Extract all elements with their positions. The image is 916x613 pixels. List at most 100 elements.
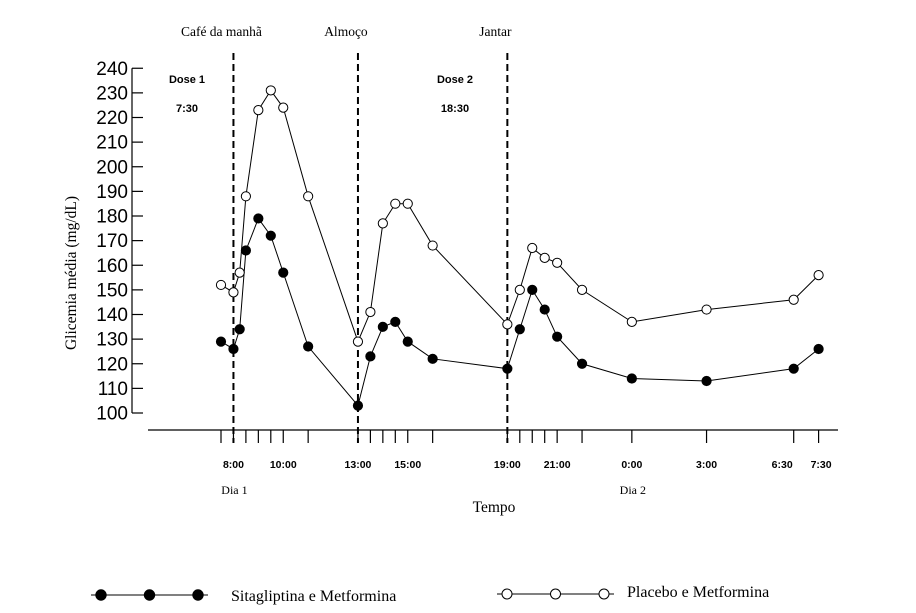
day-label: Dia 2 bbox=[620, 483, 646, 497]
y-tick-label: 240 bbox=[96, 59, 128, 80]
data-point-filled bbox=[265, 230, 276, 241]
data-point-open bbox=[278, 102, 289, 113]
data-point-filled bbox=[788, 363, 799, 374]
dose-name: Dose 2 bbox=[437, 74, 473, 86]
data-point-filled bbox=[377, 321, 388, 332]
data-point-filled bbox=[527, 284, 538, 295]
data-point-open bbox=[228, 287, 239, 298]
legend-marker-filled bbox=[95, 589, 107, 601]
axes: 100 110 120 130 140 150 160 170 180 190 200 210 220 2… bbox=[96, 59, 838, 497]
y-tick-label: 130 bbox=[96, 330, 128, 351]
legend-marker-filled bbox=[143, 589, 156, 601]
y-tick-label: 150 bbox=[96, 280, 128, 301]
y-tick-label: 160 bbox=[96, 256, 128, 277]
data-point-filled bbox=[502, 363, 513, 374]
chart-labels: Tempo Glicemia média (mg/dL) Café da manhã… bbox=[63, 24, 516, 516]
data-point-open bbox=[427, 240, 438, 251]
data-point-open bbox=[402, 198, 413, 209]
data-point-filled bbox=[253, 213, 264, 224]
y-tick-label: 220 bbox=[96, 108, 128, 129]
data-point-filled bbox=[539, 304, 550, 315]
data-point-open bbox=[552, 257, 563, 268]
data-point-filled bbox=[813, 343, 824, 355]
data-point-filled bbox=[352, 400, 364, 411]
data-point-open bbox=[527, 242, 538, 254]
data-point-open bbox=[390, 198, 401, 209]
x-tick-label: 8:00 bbox=[223, 459, 244, 471]
y-tick-label: 140 bbox=[96, 305, 128, 326]
x-tick-label: 13:00 bbox=[345, 459, 372, 471]
y-axis-title: Glicemia média (mg/dL) bbox=[63, 196, 80, 350]
x-tick-label: 15:00 bbox=[394, 459, 421, 471]
data-point-open bbox=[253, 105, 264, 116]
meal-event-label: Almoço bbox=[324, 24, 368, 39]
y-tick-label: 210 bbox=[96, 133, 128, 154]
legend-marker-open bbox=[501, 588, 513, 600]
y-tick-label: 120 bbox=[96, 354, 128, 375]
data-point-open bbox=[303, 191, 314, 202]
data-point-filled bbox=[427, 353, 438, 364]
data-point-open bbox=[215, 279, 227, 291]
x-axis-title: Tempo bbox=[473, 499, 516, 516]
y-tick-label: 190 bbox=[96, 182, 128, 203]
data-point-open bbox=[514, 284, 525, 295]
data-point-filled bbox=[576, 358, 588, 369]
data-point-open bbox=[502, 319, 513, 330]
data-point-filled bbox=[228, 343, 239, 355]
y-tick-label: 200 bbox=[96, 157, 128, 178]
y-tick-label: 170 bbox=[96, 231, 128, 252]
data-point-filled bbox=[402, 336, 413, 347]
legend-marker-filled bbox=[192, 589, 204, 601]
meal-event-label: Café da manhã bbox=[181, 24, 262, 39]
data-point-filled bbox=[278, 267, 289, 278]
dose-name: Dose 1 bbox=[169, 74, 205, 86]
dose-time: 7:30 bbox=[176, 103, 198, 115]
data-point-open bbox=[240, 191, 251, 202]
y-tick-label: 180 bbox=[96, 207, 128, 228]
series-points bbox=[215, 85, 824, 411]
y-tick-label: 100 bbox=[96, 404, 128, 425]
event-lines bbox=[232, 53, 509, 443]
day-label: Dia 1 bbox=[221, 483, 247, 497]
x-tick-label: 3:00 bbox=[696, 459, 717, 471]
data-point-filled bbox=[303, 341, 314, 352]
data-point-open bbox=[352, 336, 364, 347]
legend-label: Placebo e Metformina bbox=[627, 584, 769, 601]
series-lines bbox=[220, 89, 819, 407]
legend: Sitagliptina e Metformina Placebo e Metfo… bbox=[91, 584, 769, 605]
data-point-open bbox=[265, 85, 276, 96]
data-point-filled bbox=[701, 375, 712, 387]
data-point-open bbox=[576, 284, 588, 295]
data-point-filled bbox=[626, 373, 637, 384]
x-tick-label: 6:30 bbox=[772, 459, 793, 471]
y-tick-label: 110 bbox=[98, 379, 128, 400]
data-point-open bbox=[626, 316, 637, 327]
data-point-open bbox=[234, 267, 245, 278]
legend-marker-open bbox=[550, 588, 561, 600]
data-point-filled bbox=[514, 324, 525, 335]
x-tick-label: 10:00 bbox=[270, 459, 297, 471]
data-point-open bbox=[377, 218, 388, 229]
data-point-filled bbox=[552, 331, 563, 342]
data-point-open bbox=[788, 294, 799, 305]
legend-marker-open bbox=[598, 588, 610, 600]
x-tick-label: 21:00 bbox=[544, 459, 571, 471]
data-point-open bbox=[365, 306, 376, 318]
series-line-1 bbox=[220, 217, 819, 407]
series-line-2 bbox=[220, 89, 819, 343]
meal-event-label: Jantar bbox=[479, 24, 512, 39]
x-tick-label: 7:30 bbox=[811, 459, 832, 471]
dose-time: 18:30 bbox=[441, 103, 469, 115]
y-tick-label: 230 bbox=[96, 83, 128, 104]
legend-label: Sitagliptina e Metformina bbox=[231, 588, 396, 605]
data-point-open bbox=[539, 252, 550, 263]
x-tick-label: 0:00 bbox=[621, 459, 642, 471]
data-point-filled bbox=[234, 324, 245, 335]
data-point-filled bbox=[215, 336, 227, 347]
data-point-filled bbox=[365, 351, 376, 362]
data-point-open bbox=[813, 270, 824, 281]
data-point-filled bbox=[240, 245, 251, 256]
data-point-open bbox=[701, 304, 712, 315]
data-point-filled bbox=[390, 316, 401, 327]
